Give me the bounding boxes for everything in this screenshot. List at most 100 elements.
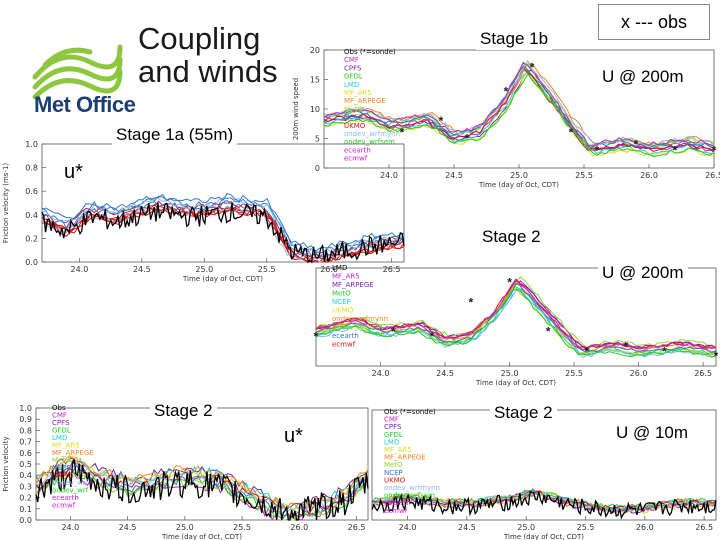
title-line-1: Coupling: [138, 21, 261, 56]
legend-entry: ondev_wrfmynn: [332, 315, 388, 323]
x-tick-label: 24.0: [380, 171, 398, 180]
legend-entry: GFDL: [384, 431, 403, 439]
model-series-line: [35, 467, 369, 521]
model-series-line: [323, 61, 715, 147]
model-series-line: [35, 463, 369, 515]
x-tick-label: 25.5: [233, 523, 251, 532]
legend-entry: ondev_wrfmynn: [344, 130, 400, 138]
y-tick-label: 0.8: [19, 426, 32, 435]
legend-entry: NCEP: [384, 469, 403, 477]
x-tick-label: 26.0: [640, 171, 658, 180]
legend-entry: Obs: [52, 404, 66, 412]
legend-entry: CPFS: [384, 423, 402, 431]
legend-entry: ecearth: [332, 332, 359, 340]
y-tick-label: 0.7: [19, 438, 32, 447]
y-tick-label: 10: [310, 105, 320, 114]
obs-series-line: [35, 459, 369, 521]
x-tick-label: 25.5: [258, 265, 276, 274]
y-tick-label: 0.2: [19, 494, 32, 503]
x-tick-label: 25.0: [501, 369, 519, 378]
legend-entry: CMF: [384, 416, 399, 424]
legend-entry: MetO: [332, 290, 351, 298]
legend-entry: MF_AR5: [384, 446, 412, 454]
y-tick-label: 0.6: [25, 187, 38, 196]
x-tick-label: 26.5: [694, 369, 712, 378]
x-tick-label: 24.5: [133, 265, 151, 274]
legend-entry: MF_AR5: [52, 442, 80, 450]
y-tick-label: 1.0: [25, 140, 38, 149]
y-tick-label: 0.8: [25, 164, 38, 173]
model-series-line: [315, 282, 717, 354]
legend-entry: MF_ARPEGE: [52, 449, 94, 457]
legend-entry: ecearth: [384, 499, 411, 507]
legend-entry: UKMO: [332, 307, 354, 315]
legend-entry: ecearth: [52, 494, 79, 502]
stage-2-mid-label: Stage 2: [478, 226, 545, 248]
x-tick-label: 26.5: [695, 523, 713, 532]
y-tick-label: 0.2: [25, 234, 38, 243]
x-tick-label: 24.5: [445, 171, 463, 180]
legend-entry: UKMO: [52, 472, 74, 480]
y-tick-label: 0.0: [19, 516, 32, 525]
u200-mid-label: U @ 200m: [598, 262, 688, 284]
y-tick-label: 1.0: [19, 404, 32, 413]
y-tick-label: 20: [310, 46, 320, 55]
met-office-logo-icon: [32, 44, 123, 100]
legend-entry: LMD: [52, 434, 67, 442]
obs-point: *: [569, 126, 574, 140]
legend-entry: ondev_wrfmynn: [384, 484, 440, 492]
legend-entry: Obs (*=sonde): [384, 408, 436, 416]
obs-series-line: [371, 490, 717, 520]
legend-entry: MF_ARPEGE: [344, 97, 386, 105]
y-tick-label: 0.9: [19, 415, 32, 424]
model-series-line: [323, 62, 715, 146]
legend-entry: MF_ARPEGE: [384, 454, 426, 462]
model-series-line: [41, 197, 405, 257]
chart-stage1b: 24.0 24.5 25.0 25.5 26.0 26.5 0 5 10 15 20 Time (da…: [290, 44, 720, 194]
obs-point: *: [546, 325, 551, 339]
obs-point: *: [634, 137, 639, 151]
x-axis-label: Time (day of Oct, CDT): [503, 533, 584, 540]
legend-entry: LMD: [384, 438, 399, 446]
x-tick-label: 24.5: [119, 523, 137, 532]
x-tick-label: 25.0: [517, 523, 535, 532]
y-tick-label: 5: [315, 135, 320, 144]
stage-1b-label: Stage 1b: [476, 28, 553, 50]
legend-entry: NCEP: [52, 464, 71, 472]
obs-point: *: [430, 330, 435, 344]
legend-entry: ondev_wrf: [52, 479, 89, 487]
x-tick-label: 26.0: [636, 523, 654, 532]
legend-entry: UKMO: [384, 476, 406, 484]
chart-stage2-ustar: 24.0 24.5 25.0 25.5 26.0 26.5 0.0 0.1 0.2 0.3 0.4 0…: [0, 400, 372, 540]
stage-1a-label: Stage 1a (55m): [112, 124, 238, 146]
model-series-line: [371, 491, 717, 513]
ustar-bottom-label: u*: [280, 424, 307, 449]
model-series-line: [323, 65, 715, 149]
obs-point: *: [504, 84, 509, 98]
legend-entry: LMD: [344, 81, 359, 89]
legend-entry: NCEP: [344, 114, 363, 122]
y-tick-label: 0.4: [25, 211, 38, 220]
model-series-line: [315, 288, 717, 358]
y-tick-label: 0.4: [19, 471, 32, 480]
stage1b-plot: 24.0 24.5 25.0 25.5 26.0 26.5 0 5 10 15 20 Time (da…: [292, 46, 720, 189]
stage-2-bl-label: Stage 2: [150, 400, 217, 422]
obs-point: *: [507, 276, 512, 290]
obs-point: *: [595, 143, 600, 157]
legend-entry: MetO: [52, 457, 71, 465]
x-tick-label: 24.0: [71, 265, 89, 274]
obs-point: *: [465, 132, 470, 146]
y-tick-label: 0.6: [19, 449, 32, 458]
obs-point: *: [469, 295, 474, 309]
x-axis-label: Time (day of Oct, CDT): [182, 275, 263, 283]
legend-entry: CPFS: [52, 419, 70, 427]
x-tick-label: 25.0: [195, 265, 213, 274]
page-title: Coupling and winds: [138, 22, 278, 88]
x-tick-label: 25.0: [176, 523, 194, 532]
x-tick-label: 26.0: [290, 523, 308, 532]
title-line-2: and winds: [138, 54, 278, 89]
ustar-left-label: u*: [60, 160, 87, 185]
y-tick-label: 0: [315, 164, 320, 173]
legend-entry: ecmwf: [52, 502, 76, 510]
legend-entry: MetO: [384, 461, 403, 469]
